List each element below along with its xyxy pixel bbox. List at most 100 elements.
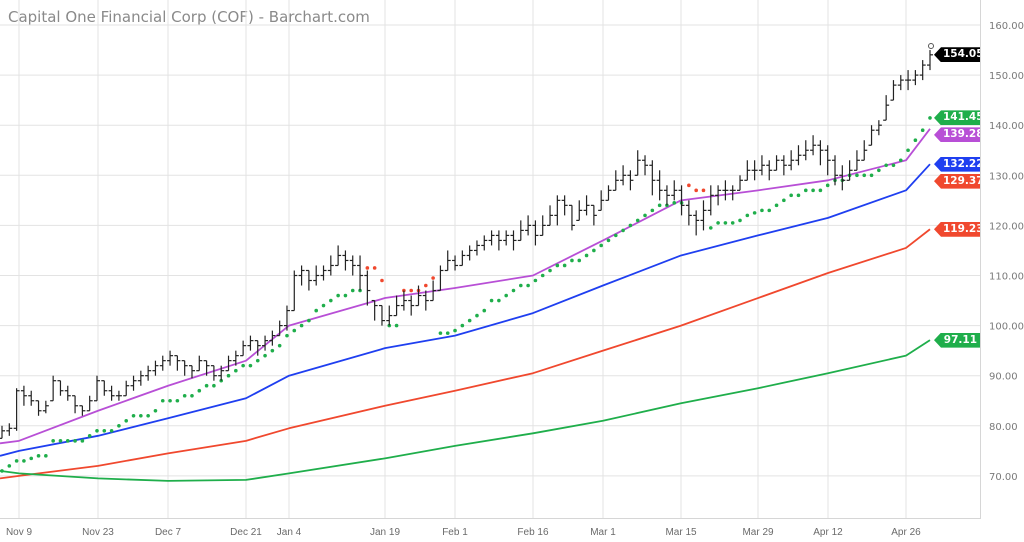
price-bar [167,350,174,366]
price-bar [408,295,415,316]
price-bar [130,375,137,391]
sar-dot [65,439,70,443]
sar-dot [613,233,618,238]
y-tick-label: 130.00 [989,171,1024,182]
sar-dot [657,203,662,208]
sar-dot [825,183,830,188]
y-tick-label: 120.00 [989,221,1024,232]
sar-dot [606,238,611,243]
price-bar [196,355,203,372]
price-tag: 119.23 [934,221,980,237]
price-bar [839,165,846,191]
sar-dot [51,439,55,443]
price-bar [525,215,532,236]
price-bar [707,185,714,216]
price-bar [101,380,108,396]
sar-dot [219,378,224,383]
sar-dot [190,393,194,398]
sar-dot [270,348,275,353]
sar-dot [818,188,823,193]
price-bar [123,380,130,397]
price-bar [335,245,342,267]
price-bar [218,365,225,381]
price-bar [722,180,729,201]
price-bar [240,340,247,357]
sar-dot [621,228,625,233]
x-tick-label: Dec 21 [230,527,262,538]
price-bar [802,140,809,161]
price-bar [715,185,722,206]
price-bar [642,155,649,176]
sar-dot [752,211,757,215]
sar-dot [453,328,457,333]
price-bar [817,140,824,166]
price-bar [181,360,188,376]
price-bar [612,170,619,191]
y-tick-label: 150.00 [989,71,1024,82]
price-bar [188,365,195,379]
price-tag: 154.05 [934,47,980,63]
price-bar [50,375,57,402]
sar-dot [467,318,472,323]
x-tick-label: Nov 23 [82,527,114,538]
sar-dot [7,464,12,468]
sar-dot [635,218,640,223]
sar-dot [226,373,231,378]
x-tick-label: Mar 15 [665,527,697,538]
price-bar [86,395,93,412]
sar-dot [87,434,92,438]
price-bar [174,355,181,371]
price-bar [225,355,232,372]
price-bar [466,245,473,261]
price-bar [576,200,583,221]
sar-dot [409,288,413,293]
price-bar [685,200,692,226]
price-bar [159,355,166,371]
price-bar [452,255,459,271]
sar-dot [22,459,26,463]
sar-dot [803,188,808,193]
sar-dot [497,298,501,303]
price-bar [912,70,919,86]
sar-dot [14,459,19,463]
price-bar [561,195,568,216]
price-bar [744,160,751,181]
price-bar [415,285,422,307]
price-bar [788,150,795,171]
price-bar [919,60,926,81]
y-tick-label: 110.00 [989,272,1024,283]
sar-dot [519,283,523,288]
price-bar [57,380,64,396]
sar-dot [738,218,742,223]
price-bar [371,299,378,321]
price-bar [568,204,575,231]
y-tick-label: 100.00 [989,322,1024,333]
price-bar [247,335,254,351]
price-bar [430,280,437,302]
sar-dot [36,454,41,458]
sar-dot [102,429,107,433]
price-bar [320,265,327,281]
price-bar [539,215,546,237]
price-bar [210,365,217,381]
price-bar [481,235,488,251]
sar-dot [877,168,881,173]
sar-dot [29,456,34,461]
sar-dot [475,313,479,318]
sar-dot [526,283,530,288]
sar-dot [124,418,129,423]
y-tick-label: 80.00 [989,422,1018,433]
price-bar [327,255,334,276]
price-bar [79,405,86,416]
price-bar [627,170,634,191]
sar-dot [898,158,903,163]
price-bar [298,265,305,286]
price-bar [495,230,502,251]
price-bar [291,270,298,312]
price-bar [547,205,554,226]
sar-dot [131,413,136,418]
sar-dot [913,138,918,143]
sar-dot [380,278,384,283]
info-icon [928,43,934,50]
